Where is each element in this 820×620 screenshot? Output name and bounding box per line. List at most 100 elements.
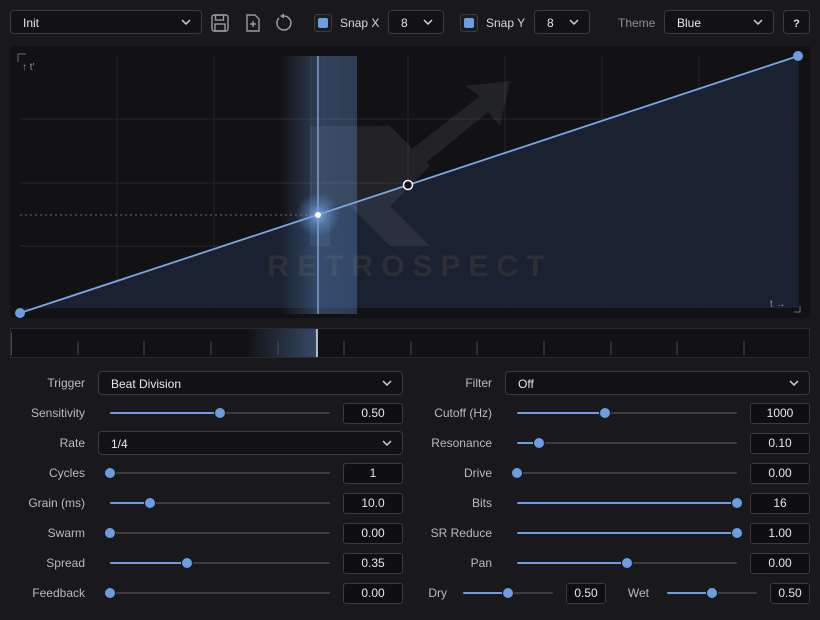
pan-value[interactable]: 0.00 (750, 553, 810, 574)
slider-thumb[interactable] (503, 588, 513, 598)
dry-label: Dry (428, 586, 447, 600)
bits-slider[interactable] (517, 498, 742, 508)
slider-thumb[interactable] (534, 438, 544, 448)
trigger-label: Trigger (47, 376, 85, 390)
swarm-value[interactable]: 0.00 (343, 523, 403, 544)
timeline-highlight (247, 329, 317, 357)
resonance-value[interactable]: 0.10 (750, 433, 810, 454)
drive-value[interactable]: 0.00 (750, 463, 810, 484)
snap-x-dropdown[interactable]: 8 (388, 10, 444, 34)
snap-y-label: Snap Y (486, 16, 526, 30)
swarm-slider[interactable] (105, 528, 330, 538)
slider-thumb[interactable] (732, 528, 742, 538)
chevron-down-icon (789, 380, 799, 387)
y-axis-label: ↑ t' (22, 62, 35, 73)
snap-y-dropdown[interactable]: 8 (534, 10, 590, 34)
grain-label: Grain (ms) (28, 496, 85, 510)
dry-slider[interactable] (463, 588, 553, 598)
chevron-down-icon (181, 19, 191, 26)
cutoff-label: Cutoff (Hz) (434, 406, 492, 420)
help-label: ? (793, 18, 800, 30)
curve-point-mid[interactable] (402, 179, 414, 191)
sr-reduce-value[interactable]: 1.00 (750, 523, 810, 544)
chevron-down-icon (569, 19, 579, 26)
chevron-down-icon (753, 19, 763, 26)
cutoff-value[interactable]: 1000 (750, 403, 810, 424)
new-preset-icon[interactable] (242, 12, 264, 34)
wet-value[interactable]: 0.50 (770, 583, 810, 604)
sensitivity-value[interactable]: 0.50 (343, 403, 403, 424)
cycles-slider[interactable] (105, 468, 330, 478)
drive-label: Drive (463, 466, 492, 480)
preset-dropdown[interactable]: Init (10, 10, 202, 34)
spread-value[interactable]: 0.35 (343, 553, 403, 574)
snap-x-value: 8 (401, 16, 408, 30)
wet-slider[interactable] (667, 588, 757, 598)
rate-label: Rate (59, 436, 85, 450)
curve-editor[interactable]: RETROSPECT ↑ t' t → (10, 46, 810, 318)
reset-icon[interactable] (273, 12, 295, 34)
chevron-down-icon (382, 380, 392, 387)
pan-label: Pan (470, 556, 492, 570)
snap-y-value: 8 (547, 16, 554, 30)
feedback-slider[interactable] (105, 588, 330, 598)
slider-thumb[interactable] (105, 468, 115, 478)
feedback-value[interactable]: 0.00 (343, 583, 403, 604)
grain-value[interactable]: 10.0 (343, 493, 403, 514)
sr-reduce-slider[interactable] (517, 528, 742, 538)
slider-thumb[interactable] (144, 498, 155, 508)
x-axis-label: t → (770, 299, 786, 310)
dry-value[interactable]: 0.50 (566, 583, 606, 604)
slider-thumb[interactable] (105, 528, 115, 538)
trigger-dropdown[interactable]: Beat Division (98, 371, 403, 395)
filter-label: Filter (465, 376, 492, 390)
resonance-slider[interactable] (517, 438, 737, 448)
snap-y-checkbox[interactable] (460, 14, 478, 32)
rate-value: 1/4 (111, 437, 128, 451)
cutoff-slider[interactable] (517, 408, 737, 418)
slider-thumb[interactable] (512, 468, 522, 478)
theme-value: Blue (677, 16, 702, 30)
timeline-strip[interactable] (10, 328, 810, 358)
slider-thumb[interactable] (215, 408, 225, 418)
corner-bracket (17, 53, 26, 62)
curve-point-end[interactable] (793, 51, 803, 61)
rate-dropdown[interactable]: 1/4 (98, 431, 403, 455)
drive-slider[interactable] (512, 468, 737, 478)
bits-value[interactable]: 16 (750, 493, 810, 514)
slider-thumb[interactable] (600, 408, 610, 418)
snap-x-label: Snap X (340, 16, 380, 30)
snap-x-checkbox[interactable] (314, 14, 332, 32)
cycles-label: Cycles (48, 466, 85, 480)
slider-thumb[interactable] (732, 498, 742, 508)
trigger-value: Beat Division (111, 377, 182, 391)
slider-thumb[interactable] (105, 588, 115, 598)
save-icon[interactable] (209, 12, 231, 34)
curve-area (20, 56, 798, 313)
resonance-label: Resonance (431, 436, 492, 450)
preset-value: Init (23, 16, 40, 30)
cycles-value[interactable]: 1 (343, 463, 403, 484)
curve-point-start[interactable] (15, 308, 25, 318)
wet-label: Wet (627, 586, 649, 600)
pan-slider[interactable] (517, 558, 737, 568)
corner-bracket (794, 306, 801, 313)
filter-value: Off (518, 377, 534, 391)
help-button[interactable]: ? (783, 10, 810, 34)
theme-label: Theme (618, 16, 656, 30)
slider-thumb[interactable] (622, 558, 632, 568)
slider-thumb[interactable] (707, 588, 717, 598)
playhead-marker (315, 212, 321, 218)
sensitivity-label: Sensitivity (30, 406, 85, 420)
spread-slider[interactable] (110, 558, 330, 568)
slider-thumb[interactable] (182, 558, 192, 568)
chevron-down-icon (423, 19, 433, 26)
spread-label: Spread (46, 556, 85, 570)
bits-label: Bits (471, 496, 492, 510)
chevron-down-icon (382, 440, 392, 447)
grain-slider[interactable] (110, 498, 330, 508)
filter-dropdown[interactable]: Off (505, 371, 810, 395)
sensitivity-slider[interactable] (110, 408, 330, 418)
theme-dropdown[interactable]: Blue (664, 10, 774, 34)
feedback-label: Feedback (32, 586, 85, 600)
